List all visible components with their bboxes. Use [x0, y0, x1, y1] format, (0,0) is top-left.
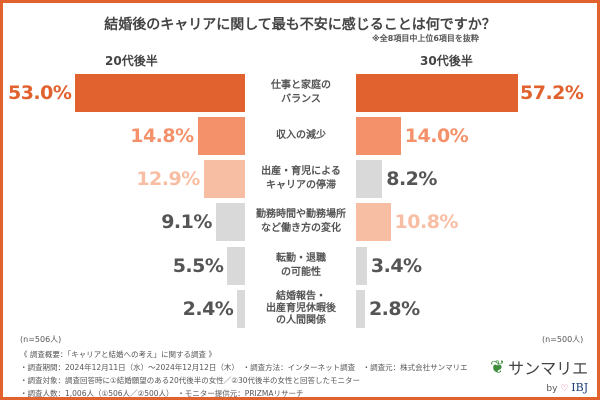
chart-title: 結婚後のキャリアに関して最も不安に感じることは何ですか？: [104, 17, 496, 33]
value-label-right: 10.8%: [394, 211, 459, 233]
bar-left: [227, 247, 245, 285]
n-right: (n=500人): [542, 335, 584, 344]
bar-left: [75, 74, 245, 112]
value-label-left: 12.9%: [136, 168, 200, 190]
footer-line-4: ・調査人数：1,006人（①506人／②500人） ・モニター提供元：PRIZM…: [20, 389, 304, 398]
category-label: 転勤・退職 の可能性: [276, 253, 326, 278]
logo-name: サンマリエ: [508, 359, 589, 378]
logo: ❦ サンマリエ by ♡ IBJ: [490, 355, 589, 395]
category-label: 勤務時間や勤務場所 など働き方の変化: [256, 209, 346, 234]
bar-right: [356, 203, 391, 241]
footer-line-3: ・調査対象：調査回答時に①結婚願望のある20代後半の女性／②30代後半の女性と回…: [20, 376, 361, 385]
value-label-left: 9.1%: [161, 211, 212, 233]
value-label-left: 5.5%: [172, 255, 224, 277]
footer-line-2: ・調査期間：2024年12月11日（水）〜2024年12月12日（木） ・調査方…: [20, 363, 468, 372]
series-name-left: 20代後半: [105, 54, 158, 68]
value-label-right: 3.4%: [370, 255, 422, 277]
value-label-left: 2.4%: [182, 298, 234, 320]
category-label: 収入の減少: [276, 130, 326, 141]
bar-left: [237, 290, 245, 328]
category-label: 仕事と家庭の バランス: [271, 80, 331, 105]
bar-right: [356, 74, 518, 112]
footer-line-1: 《 調査概要：「キャリアと結婚への考え」に関する調査 》: [20, 350, 216, 359]
bar-right: [356, 160, 383, 198]
value-label-right: 57.2%: [520, 82, 584, 104]
value-label-left: 14.8%: [130, 125, 194, 147]
value-label-left: 53.0%: [7, 82, 72, 104]
chart-subtitle: ※全8項目中上位6項目を抜粋: [372, 34, 479, 43]
heart-icon: ♡: [560, 384, 569, 394]
category-label: 結婚報告・ 出産育児休暇後 の人間関係: [266, 291, 336, 326]
bar-right: [356, 247, 367, 285]
bar-right: [356, 117, 401, 155]
value-label-right: 2.8%: [368, 298, 420, 320]
n-left: (n=506人): [20, 335, 62, 344]
bar-left: [203, 160, 245, 198]
bar-right: [356, 290, 365, 328]
value-label-right: 8.2%: [386, 168, 437, 190]
bar-left: [215, 203, 245, 241]
logo-brand: IBJ: [571, 381, 589, 394]
bar-left: [197, 117, 245, 155]
leaf-icon: ❦: [490, 356, 506, 378]
logo-by: by: [546, 384, 558, 394]
category-label: 出産・育児による キャリアの停滞: [261, 166, 341, 191]
value-label-right: 14.0%: [404, 125, 469, 147]
series-name-right: 30代後半: [420, 54, 473, 68]
